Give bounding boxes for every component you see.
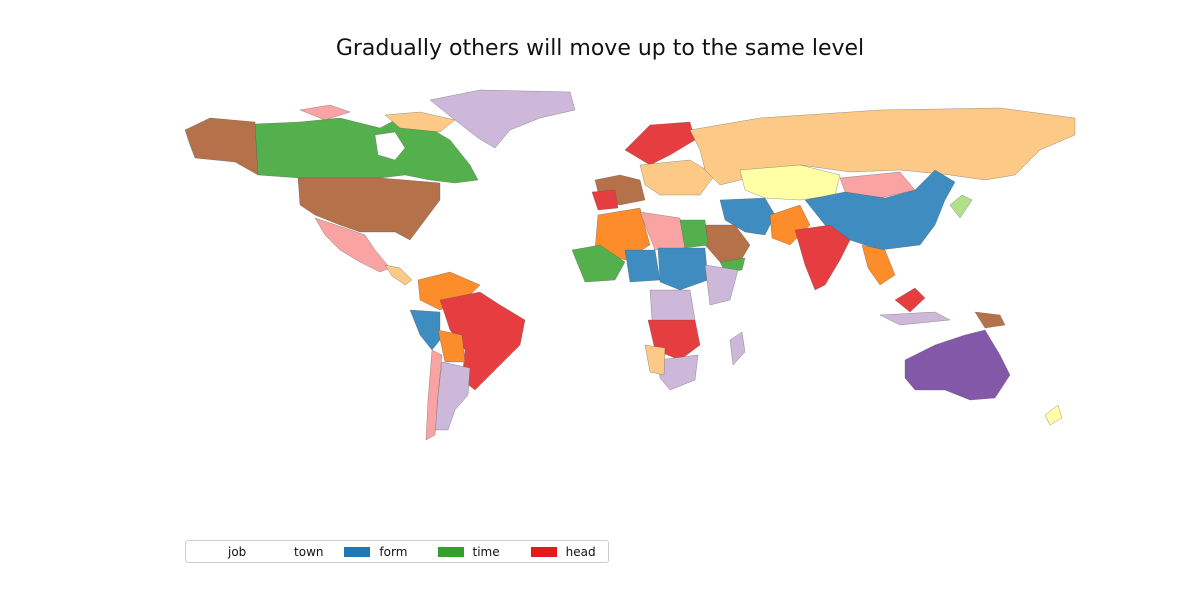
region-chile xyxy=(425,349,443,441)
region-southeast-asia xyxy=(861,244,896,286)
region-west-africa xyxy=(571,244,626,283)
legend-label-town: town xyxy=(294,544,324,559)
legend-swatch-time xyxy=(437,546,464,557)
legend: job town form time head xyxy=(185,540,609,563)
legend-item-town: town xyxy=(259,545,336,559)
legend-item-head: head xyxy=(530,544,608,559)
region-kazakhstan xyxy=(739,164,841,201)
legend-label-time: time xyxy=(472,544,500,559)
region-indonesia xyxy=(894,287,926,313)
region-greenland xyxy=(429,89,576,149)
region-chad xyxy=(624,249,661,283)
legend-label-form: form xyxy=(379,544,408,559)
region-peru xyxy=(409,309,441,351)
region-australia xyxy=(904,329,1011,401)
region-mexico xyxy=(314,217,391,273)
legend-label-job: job xyxy=(228,544,247,559)
region-india xyxy=(794,224,851,291)
region-arctic-islands-2 xyxy=(299,104,351,121)
region-alaska xyxy=(184,117,259,176)
region-iberia xyxy=(591,189,619,211)
legend-label-head: head xyxy=(565,544,596,559)
legend-item-time: time xyxy=(437,544,523,559)
region-sudan xyxy=(657,247,709,291)
region-japan xyxy=(949,194,973,219)
region-madagascar xyxy=(729,331,746,366)
region-arctic-islands xyxy=(384,111,456,133)
region-iran xyxy=(719,197,776,236)
legend-swatch-town xyxy=(259,546,286,557)
region-bolivia xyxy=(437,329,466,363)
legend-item-job: job xyxy=(193,545,251,559)
region-south-africa xyxy=(657,354,699,391)
region-russia xyxy=(689,107,1076,186)
region-east-africa xyxy=(704,264,739,306)
region-central-america xyxy=(384,264,413,286)
legend-swatch-form xyxy=(344,546,371,557)
legend-swatch-job xyxy=(193,546,219,557)
region-usa xyxy=(297,177,441,241)
region-namibia xyxy=(644,344,666,376)
region-egypt xyxy=(679,219,709,249)
region-new-zealand xyxy=(1044,404,1063,426)
legend-swatch-head xyxy=(530,546,557,557)
map-title: Gradually others will move up to the sam… xyxy=(335,36,865,61)
region-png xyxy=(974,311,1006,329)
legend-item-form: form xyxy=(344,545,429,559)
hudson-bay xyxy=(374,131,406,161)
region-central-europe xyxy=(639,159,716,196)
region-scandinavia xyxy=(624,121,696,166)
region-indonesia-2 xyxy=(879,311,951,326)
region-mongolia xyxy=(839,171,916,199)
